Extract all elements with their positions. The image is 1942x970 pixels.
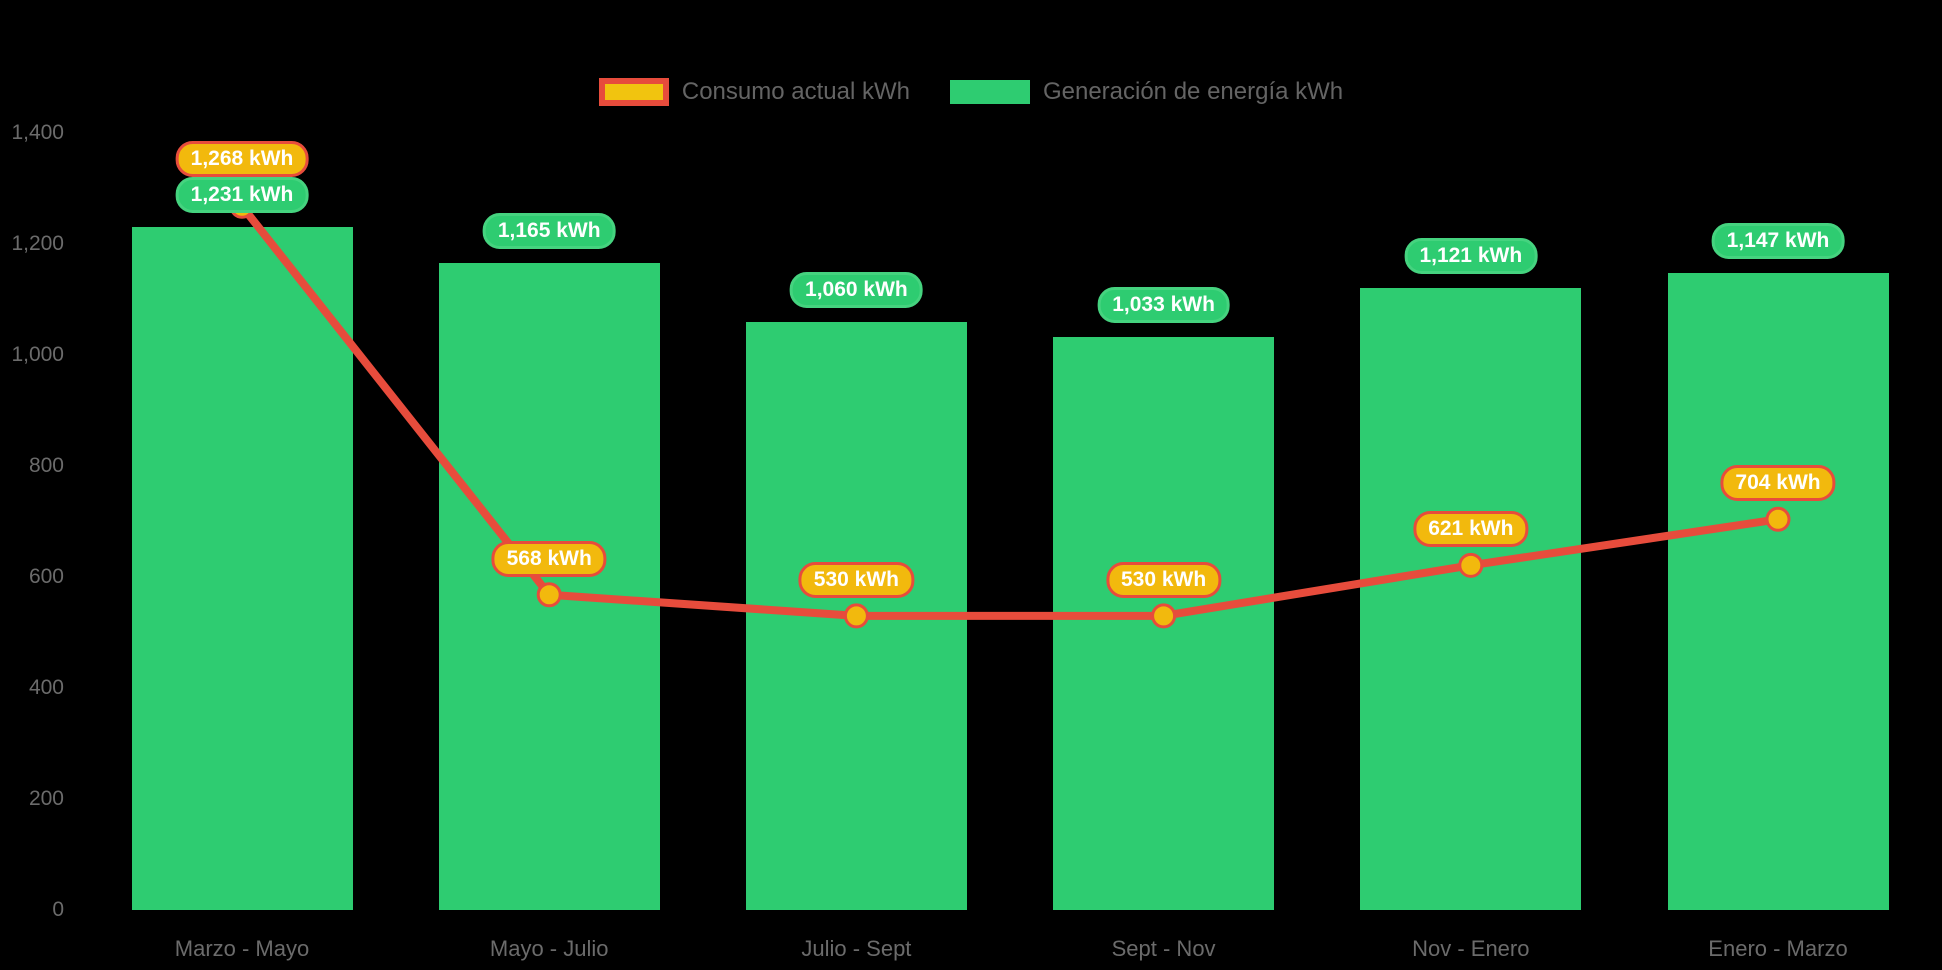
x-axis-category-label: Nov - Enero [1412,936,1530,961]
y-axis-tick-label: 800 [28,454,64,477]
consumo-point-marker[interactable] [536,582,562,608]
generacion-value-label: 1,165 kWh [482,213,616,250]
consumo-value-label: 568 kWh [491,540,607,577]
consumo-swatch-icon [598,78,669,106]
generacion-swatch-icon [949,80,1030,104]
x-axis-category-label: Marzo - Mayo [174,936,310,961]
generacion-bar[interactable] [131,226,353,910]
consumo-value-label: 530 kWh [1105,561,1222,598]
consumo-point-marker[interactable] [1458,552,1484,578]
legend-label-generacion: Generación de energía kWh [1042,78,1344,105]
consumo-value-label: 1,268 kWh [175,140,309,177]
generacion-value-label: 1,060 kWh [790,271,923,308]
consumo-point-marker[interactable] [843,603,869,629]
x-axis-category-label: Sept - Nov [1111,936,1216,961]
consumo-point-marker[interactable] [1151,603,1177,629]
generacion-value-label: 1,033 kWh [1097,286,1230,323]
generacion-bar[interactable] [1360,287,1582,910]
consumo-line [238,202,1782,620]
y-axis-tick-label: 600 [28,565,64,588]
consumo-point-marker[interactable] [1765,506,1791,532]
y-axis-tick-label: 0 [52,898,64,921]
generacion-bar[interactable] [1667,273,1889,910]
consumo-value-label: 704 kWh [1720,465,1836,502]
generacion-value-label: 1,147 kWh [1711,223,1845,260]
x-axis-category-label: Enero - Marzo [1708,936,1848,961]
y-axis-tick-label: 1,200 [11,232,64,255]
x-axis-category-label: Julio - Sept [801,936,912,961]
y-axis-tick-label: 200 [28,787,64,810]
y-axis-tick-label: 1,000 [11,343,64,366]
consumo-value-label: 621 kWh [1413,511,1529,548]
legend: Consumo actual kWh Generación de energía… [0,78,1942,106]
y-axis-tick-label: 400 [28,676,64,699]
x-axis-category-label: Mayo - Julio [489,936,609,961]
legend-item-consumo[interactable]: Consumo actual kWh [598,78,910,106]
generacion-value-label: 1,121 kWh [1404,237,1538,274]
legend-item-generacion[interactable]: Generación de energía kWh [949,78,1344,106]
legend-label-consumo: Consumo actual kWh [681,78,910,105]
y-axis-tick-label: 1,400 [11,121,64,144]
generacion-value-label: 1,231 kWh [175,176,309,213]
consumo-value-label: 530 kWh [798,561,914,598]
